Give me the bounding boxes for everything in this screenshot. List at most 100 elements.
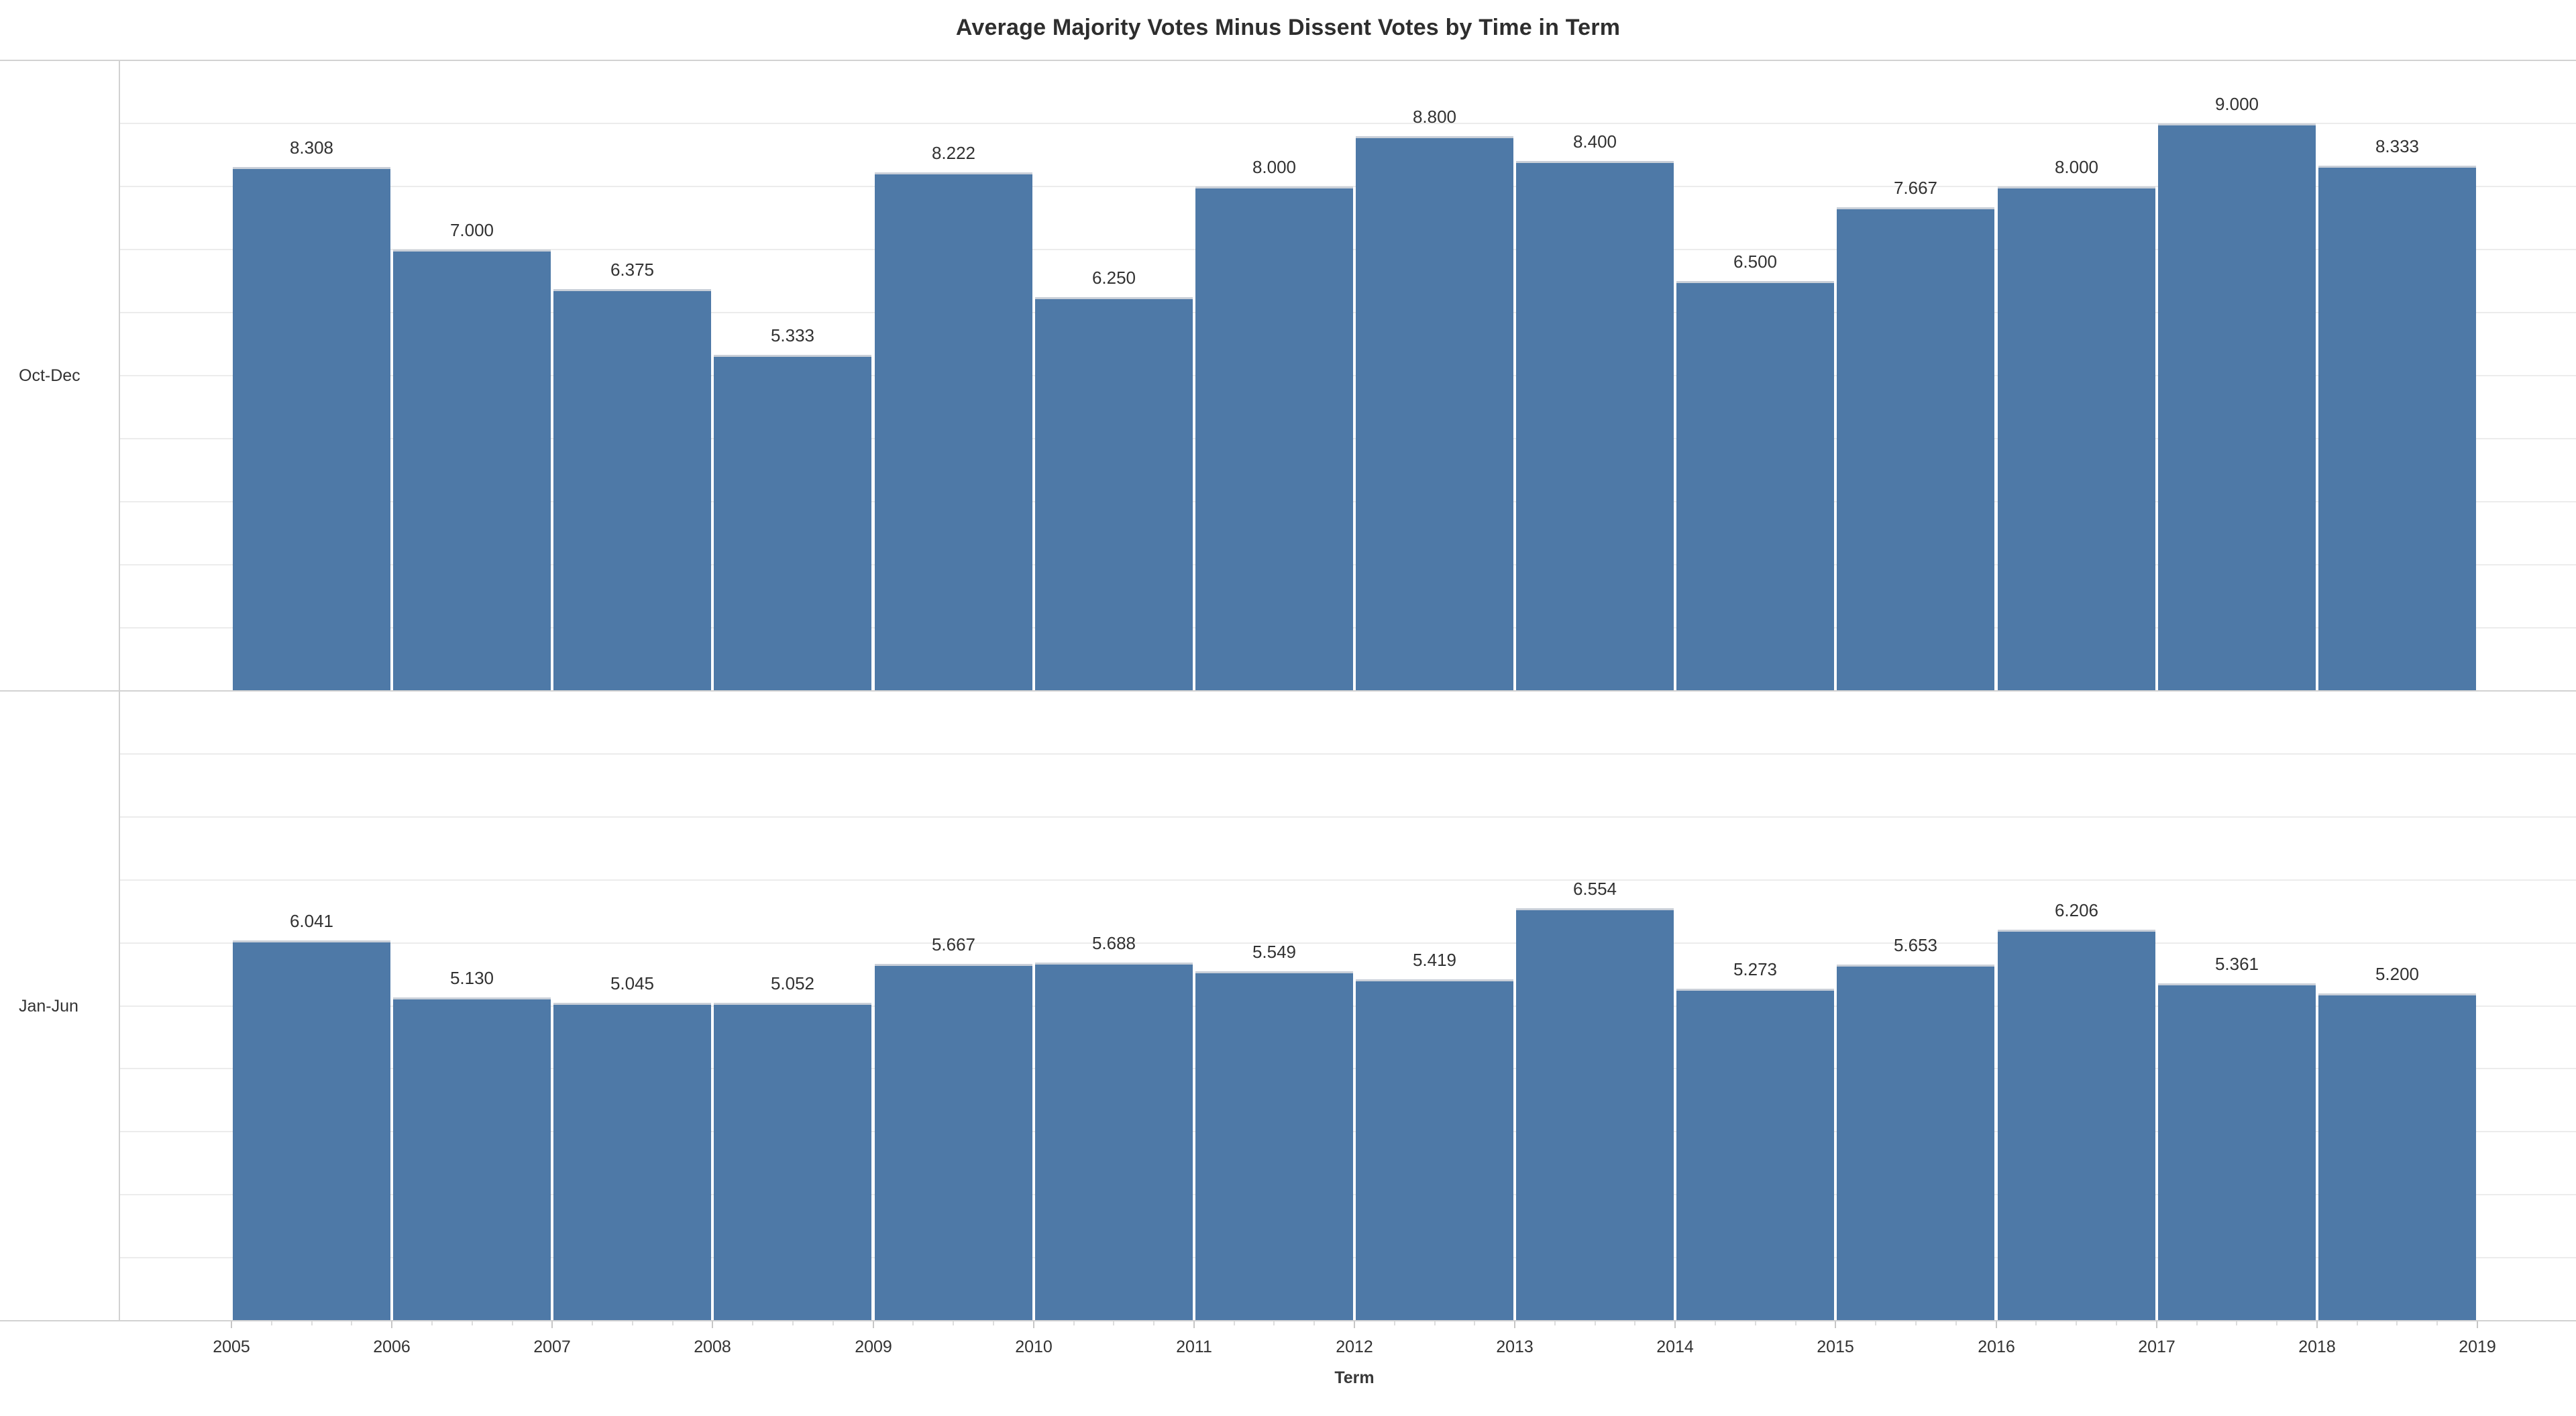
gridline	[119, 816, 2576, 818]
bar-value-label: 5.419	[1412, 950, 1457, 970]
x-tick-label-2014: 2014	[1656, 1338, 1694, 1356]
gridline	[119, 879, 2576, 881]
x-major-tick	[1033, 1321, 1034, 1328]
x-minor-tick	[953, 1321, 954, 1325]
bar-jan-jun-2009[interactable]	[875, 964, 1032, 1321]
bar-oct-dec-2006[interactable]	[393, 250, 551, 691]
bar-oct-dec-2010[interactable]	[1035, 297, 1193, 692]
x-major-tick	[391, 1321, 392, 1328]
x-minor-tick	[752, 1321, 753, 1325]
bar-value-label: 8.308	[289, 138, 334, 158]
chart-title: Average Majority Votes Minus Dissent Vot…	[955, 15, 1621, 40]
x-axis-title: Term	[1334, 1368, 1375, 1387]
bar-value-label: 6.206	[2054, 900, 2099, 920]
bar-oct-dec-2007[interactable]	[553, 289, 711, 691]
bar-oct-dec-2015[interactable]	[1837, 207, 1994, 691]
bar-jan-jun-2014[interactable]	[1676, 989, 1834, 1321]
bar-jan-jun-2010[interactable]	[1035, 963, 1193, 1321]
bar-value-label: 5.045	[610, 973, 655, 993]
bar-oct-dec-2009[interactable]	[875, 172, 1032, 691]
x-minor-tick	[2196, 1321, 2198, 1325]
x-tick-label-2008: 2008	[694, 1338, 731, 1356]
bar-jan-jun-2018[interactable]	[2318, 993, 2476, 1321]
x-minor-tick	[2436, 1321, 2438, 1325]
panel-top-border	[0, 60, 2576, 61]
bar-jan-jun-2005[interactable]	[233, 940, 390, 1321]
bar-oct-dec-2018[interactable]	[2318, 166, 2476, 691]
x-minor-tick	[993, 1321, 994, 1325]
bar-value-label: 8.000	[2054, 157, 2099, 177]
x-minor-tick	[1955, 1321, 1957, 1325]
bar-value-label: 5.653	[1893, 935, 1938, 955]
bar-oct-dec-2005[interactable]	[233, 167, 390, 691]
x-tick-label-2018: 2018	[2298, 1338, 2336, 1356]
x-minor-tick	[792, 1321, 794, 1325]
bar-value-label: 5.361	[2214, 954, 2259, 974]
x-major-tick	[2156, 1321, 2157, 1328]
x-minor-tick	[2076, 1321, 2077, 1325]
bar-value-label: 6.500	[1733, 252, 1778, 272]
x-minor-tick	[2396, 1321, 2398, 1325]
bar-jan-jun-2008[interactable]	[714, 1003, 871, 1321]
bar-jan-jun-2007[interactable]	[553, 1003, 711, 1321]
x-minor-tick	[1153, 1321, 1155, 1325]
x-tick-label-2016: 2016	[1978, 1338, 2015, 1356]
x-major-tick	[712, 1321, 713, 1328]
facet-divider	[0, 690, 2576, 692]
x-minor-tick	[1434, 1321, 1436, 1325]
bar-jan-jun-2012[interactable]	[1356, 979, 1513, 1321]
bar-jan-jun-2017[interactable]	[2158, 983, 2316, 1321]
bar-oct-dec-2012[interactable]	[1356, 136, 1513, 691]
bar-value-label: 5.052	[770, 973, 815, 993]
bar-oct-dec-2011[interactable]	[1195, 186, 1353, 691]
x-tick-label-2012: 2012	[1336, 1338, 1373, 1356]
bar-value-label: 6.041	[289, 911, 334, 931]
bar-value-label: 5.333	[770, 325, 815, 345]
x-minor-tick	[2236, 1321, 2237, 1325]
x-minor-tick	[472, 1321, 473, 1325]
x-tick-label-2009: 2009	[855, 1338, 892, 1356]
x-tick-label-2017: 2017	[2138, 1338, 2176, 1356]
bar-jan-jun-2015[interactable]	[1837, 965, 1994, 1321]
x-tick-label-2010: 2010	[1015, 1338, 1053, 1356]
x-major-tick	[2316, 1321, 2318, 1328]
x-minor-tick	[1474, 1321, 1475, 1325]
x-tick-label-2007: 2007	[533, 1338, 571, 1356]
x-minor-tick	[351, 1321, 352, 1325]
bar-oct-dec-2017[interactable]	[2158, 123, 2316, 691]
x-minor-tick	[1715, 1321, 1716, 1325]
x-major-tick	[2477, 1321, 2478, 1328]
bar-oct-dec-2008[interactable]	[714, 355, 871, 691]
bar-value-label: 5.273	[1733, 959, 1778, 979]
x-minor-tick	[1755, 1321, 1756, 1325]
x-minor-tick	[1273, 1321, 1275, 1325]
x-minor-tick	[1554, 1321, 1556, 1325]
bar-value-label: 6.375	[610, 260, 655, 280]
x-minor-tick	[912, 1321, 914, 1325]
x-tick-label-2005: 2005	[213, 1338, 250, 1356]
bar-value-label: 8.400	[1572, 131, 1617, 152]
x-minor-tick	[1875, 1321, 1876, 1325]
x-tick-label-2013: 2013	[1496, 1338, 1534, 1356]
bar-value-label: 7.000	[449, 220, 494, 240]
bar-jan-jun-2013[interactable]	[1516, 908, 1674, 1321]
bar-value-label: 8.800	[1412, 107, 1457, 127]
x-tick-label-2019: 2019	[2459, 1338, 2496, 1356]
gridline	[119, 123, 2576, 124]
x-minor-tick	[2276, 1321, 2277, 1325]
row-header-border	[119, 60, 120, 1321]
bar-jan-jun-2016[interactable]	[1998, 930, 2155, 1321]
x-minor-tick	[311, 1321, 313, 1325]
bar-value-label: 9.000	[2214, 94, 2259, 114]
x-minor-tick	[2035, 1321, 2037, 1325]
x-minor-tick	[1234, 1321, 1235, 1325]
bar-jan-jun-2011[interactable]	[1195, 971, 1353, 1321]
x-major-tick	[1674, 1321, 1676, 1328]
bar-jan-jun-2006[interactable]	[393, 997, 551, 1321]
bar-oct-dec-2013[interactable]	[1516, 161, 1674, 691]
x-axis-line	[0, 1320, 2576, 1321]
x-minor-tick	[1595, 1321, 1596, 1325]
bar-oct-dec-2016[interactable]	[1998, 186, 2155, 691]
bar-oct-dec-2014[interactable]	[1676, 281, 1834, 691]
bar-value-label: 5.130	[449, 968, 494, 988]
